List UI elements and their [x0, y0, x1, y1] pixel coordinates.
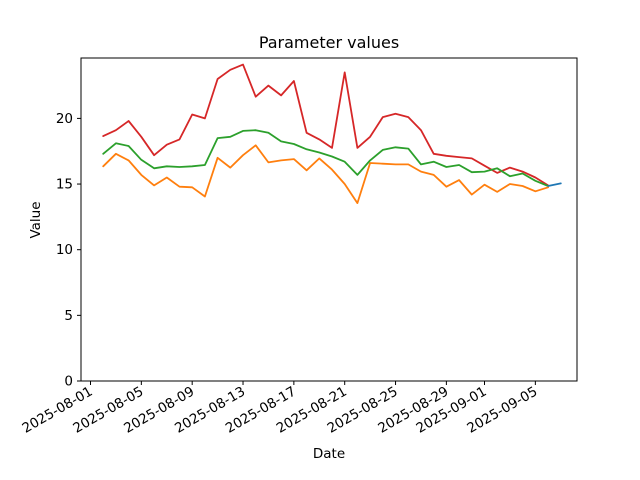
y-tick-label: 10 — [56, 242, 73, 258]
x-axis-label: Date — [312, 446, 346, 462]
series-green-line — [102, 129, 549, 187]
chart-title: Parameter values — [258, 33, 400, 52]
y-tick-label: 20 — [56, 111, 73, 127]
y-tick-label: 0 — [64, 374, 73, 390]
y-tick-label: 5 — [64, 308, 73, 324]
series-orange-line — [102, 144, 549, 205]
series-blue-line — [547, 182, 562, 187]
axes-frame — [80, 57, 578, 382]
y-tick-label: 15 — [56, 177, 73, 193]
series-red-line — [102, 63, 549, 187]
